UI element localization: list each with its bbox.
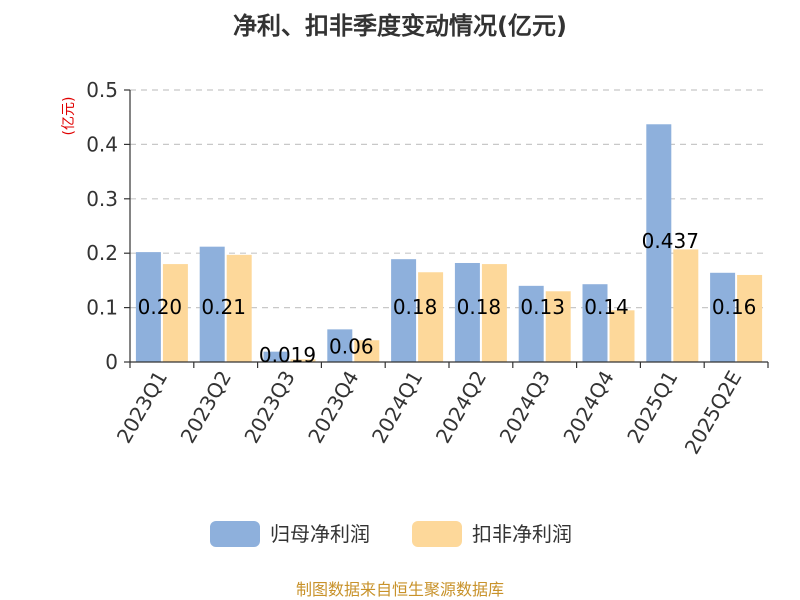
bar-net-profit	[518, 285, 544, 362]
bar-net-profit	[199, 246, 225, 362]
bar-deducted-net-profit	[545, 291, 571, 362]
bar-deducted-net-profit	[290, 359, 316, 362]
bar-deducted-net-profit	[354, 340, 380, 362]
x-tick-label: 2023Q2	[176, 367, 236, 448]
bar-net-profit	[327, 329, 353, 362]
y-axis-label: (亿元)	[61, 97, 77, 136]
x-tick-label: 2024Q2	[431, 367, 491, 448]
legend-label: 归母净利润	[270, 522, 370, 546]
y-tick-label: 0.2	[86, 241, 118, 265]
legend-swatch-net-profit	[210, 521, 260, 547]
bar-net-profit	[582, 284, 608, 362]
x-tick-label: 2025Q2E	[680, 367, 747, 459]
bar-net-profit	[135, 252, 161, 362]
bar-deducted-net-profit	[226, 254, 252, 362]
data-label: 0.21	[201, 295, 246, 319]
x-tick-label: 2023Q1	[112, 367, 172, 448]
data-label: 0.14	[584, 295, 629, 319]
y-tick-label: 0.1	[86, 296, 118, 320]
data-label: 0.20	[138, 295, 183, 319]
bar-net-profit	[646, 124, 672, 362]
chart-title: 净利、扣非季度变动情况(亿元)	[233, 12, 567, 40]
x-tick-label: 2024Q4	[558, 367, 618, 448]
bar-deducted-net-profit	[418, 272, 444, 362]
bar-net-profit	[263, 351, 289, 362]
legend-label: 扣非净利润	[472, 522, 572, 546]
bar-deducted-net-profit	[162, 264, 188, 362]
data-labels: 0.20 0.21 0.019 0.06 0.18 0.18 0.13 0.14 0.437 0.…	[138, 229, 757, 367]
legend: 归母净利润 扣非净利润	[210, 521, 572, 547]
bar-net-profit	[391, 259, 417, 362]
y-tick-label: 0.4	[86, 132, 118, 156]
y-tick-label: 0	[105, 350, 118, 374]
data-label: 0.06	[329, 334, 374, 358]
data-label: 0.16	[712, 295, 757, 319]
legend-swatch-deducted-net-profit	[412, 521, 462, 547]
y-tick-label: 0.3	[86, 187, 118, 211]
data-label: 0.437	[642, 229, 699, 253]
bar-net-profit	[454, 262, 480, 362]
data-label: 0.18	[457, 295, 502, 319]
grid-lines	[130, 89, 768, 309]
bars	[135, 124, 763, 362]
bar-deducted-net-profit	[673, 249, 699, 362]
bar-deducted-net-profit	[609, 310, 635, 362]
bar-deducted-net-profit	[737, 274, 763, 362]
data-label: 0.13	[520, 295, 565, 319]
data-label: 0.019	[259, 343, 316, 367]
data-label: 0.18	[393, 295, 438, 319]
x-tick-label: 2023Q3	[239, 367, 299, 448]
y-tick-label: 0.5	[86, 78, 118, 102]
x-tick-label: 2023Q4	[303, 367, 363, 448]
x-tick-label: 2024Q1	[367, 367, 427, 448]
bar-deducted-net-profit	[481, 264, 507, 362]
source-note: 制图数据来自恒生聚源数据库	[296, 580, 504, 599]
x-tick-label: 2025Q1	[622, 367, 682, 448]
x-tick-label: 2024Q3	[495, 367, 555, 448]
bar-net-profit	[710, 272, 736, 362]
